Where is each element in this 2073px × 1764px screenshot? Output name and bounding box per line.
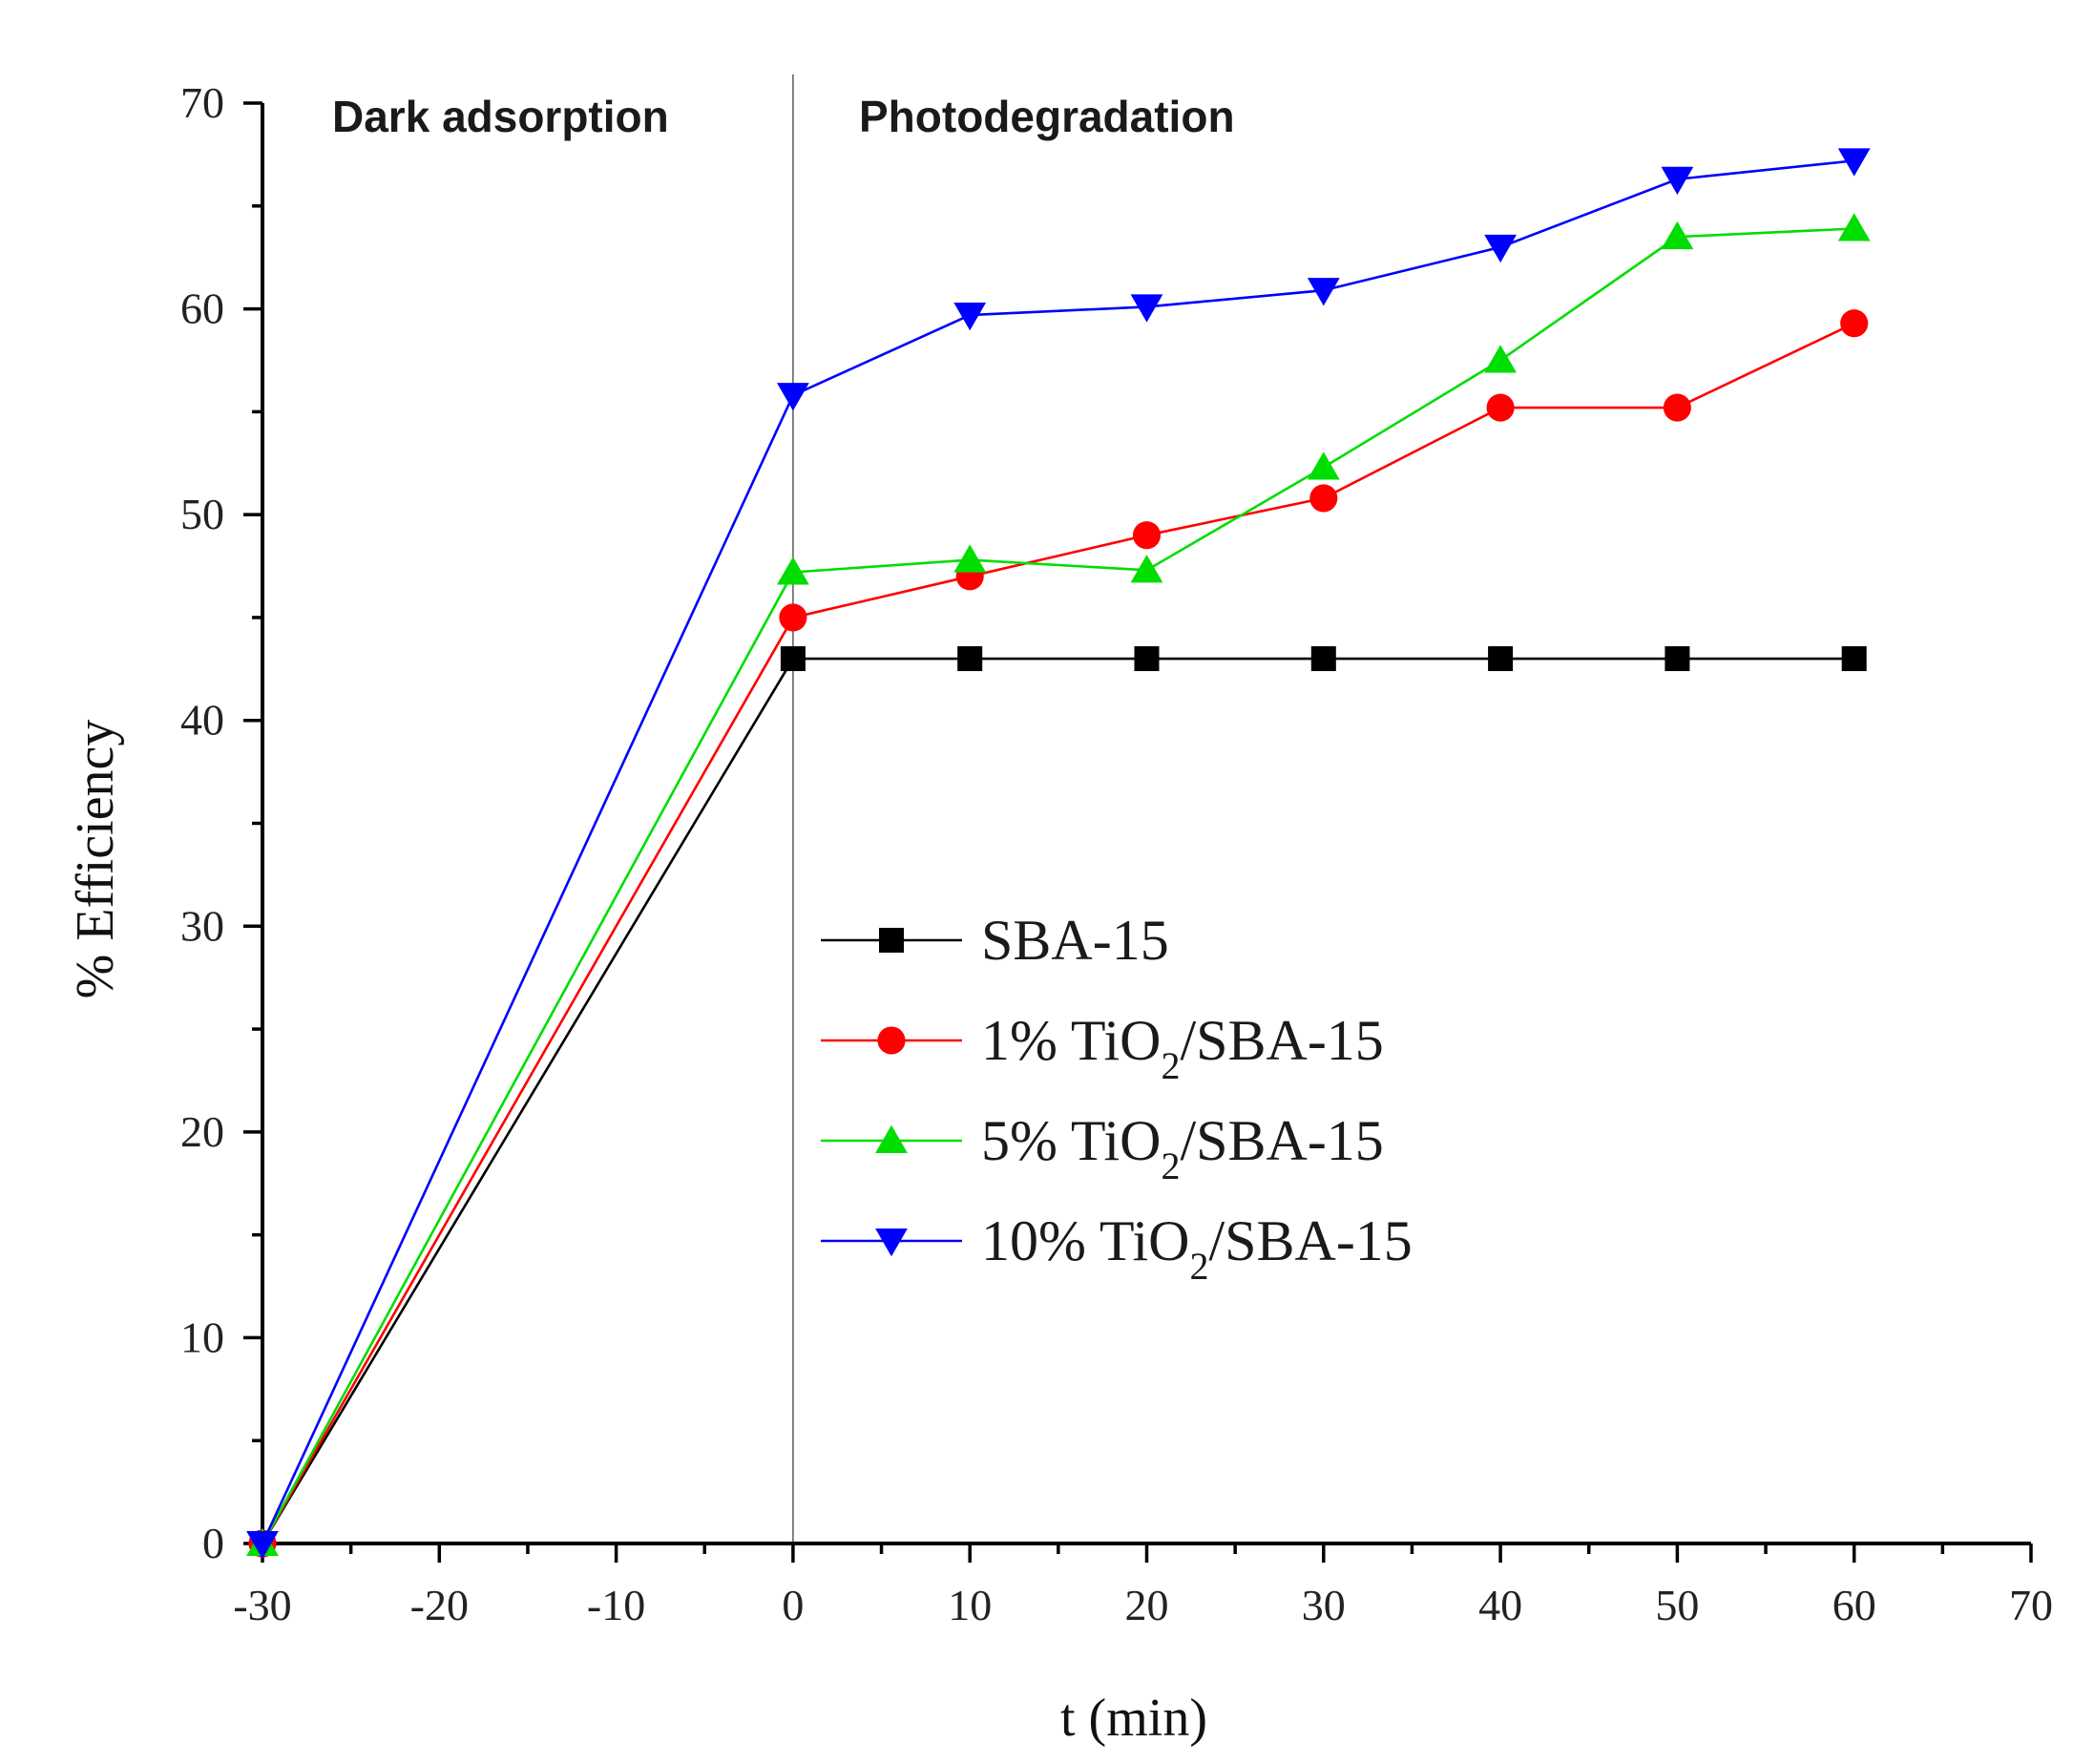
series-line [261, 227, 1854, 1544]
data-point [1661, 220, 1694, 250]
data-point [1837, 148, 1871, 177]
data-point [1840, 309, 1869, 338]
data-point [777, 556, 809, 585]
y-tick-label: 70 [180, 78, 224, 127]
y-tick-label: 20 [180, 1107, 224, 1156]
region-label-dark-adsorption: Dark adsorption [332, 92, 669, 141]
data-point [1132, 521, 1162, 550]
data-point [1134, 646, 1160, 672]
x-tick-label: -10 [587, 1581, 645, 1629]
data-point [1837, 213, 1871, 242]
data-point [1488, 646, 1514, 672]
legend-label: SBA-15 [981, 909, 1169, 972]
data-point [780, 646, 806, 672]
series-line [261, 322, 1855, 1544]
data-point [1486, 393, 1515, 422]
x-axis-title: t (min) [1060, 1689, 1207, 1748]
data-point [1665, 646, 1690, 672]
legend-marker [877, 1026, 906, 1055]
x-tick-label: 70 [2009, 1581, 2053, 1629]
x-tick-label: -20 [410, 1581, 469, 1629]
legend-item-1: SBA-15 [821, 909, 1169, 972]
y-tick-label: 50 [180, 490, 224, 538]
data-point [779, 603, 807, 632]
data-point [953, 303, 987, 331]
legend-marker [879, 928, 904, 953]
y-tick-label: 40 [180, 696, 224, 745]
data-point [1310, 646, 1336, 672]
y-tick-label: 30 [180, 901, 224, 950]
data-point [1307, 278, 1340, 306]
data-point [1130, 294, 1163, 323]
series-line [261, 657, 1854, 1544]
legend-label: 5% TiO2/SBA-15 [981, 1109, 1384, 1187]
x-tick-label: 60 [1832, 1581, 1876, 1629]
data-point [1841, 646, 1867, 672]
x-tick-label: 30 [1302, 1581, 1346, 1629]
y-axis-title: % Efficiency [66, 720, 125, 999]
data-point [1307, 452, 1340, 480]
x-tick-label: 0 [782, 1581, 804, 1629]
axes-layer: -30 -20 -10 0 10 20 30 40 50 60 70 0 10 20 30 40 50 60 70 [180, 78, 2053, 1629]
legend-item-3: 5% TiO2/SBA-15 [821, 1109, 1384, 1187]
x-tick-label: 40 [1478, 1581, 1522, 1629]
series-4 [246, 148, 1871, 1560]
data-point [1484, 345, 1517, 373]
data-point [957, 646, 983, 672]
data-point [1484, 234, 1517, 263]
legend-marker [875, 1124, 908, 1153]
legend-marker [875, 1228, 908, 1257]
legend: SBA-15 1% TiO2/SBA-15 5% TiO2/SBA-15 10% Ti… [821, 909, 1413, 1288]
region-label-photodegradation: Photodegradation [859, 92, 1235, 141]
data-point [1130, 555, 1163, 583]
x-tick-label: -30 [233, 1581, 291, 1629]
data-point [953, 544, 987, 573]
data-point [246, 1531, 279, 1560]
data-point [777, 383, 809, 411]
data-point [1309, 484, 1338, 513]
data-point [1661, 166, 1694, 196]
legend-item-4: 10% TiO2/SBA-15 [821, 1209, 1413, 1288]
x-tick-label: 10 [948, 1581, 992, 1629]
legend-item-2: 1% TiO2/SBA-15 [821, 1009, 1384, 1087]
legend-label: 1% TiO2/SBA-15 [981, 1009, 1384, 1087]
series-layer [246, 148, 1871, 1560]
data-point [1663, 393, 1691, 422]
x-tick-label: 20 [1125, 1581, 1169, 1629]
y-tick-label: 0 [202, 1519, 224, 1567]
legend-label: 10% TiO2/SBA-15 [981, 1209, 1413, 1288]
y-tick-label: 10 [180, 1312, 224, 1361]
x-tick-label: 50 [1655, 1581, 1699, 1629]
y-tick-label: 60 [180, 284, 224, 333]
series-line [261, 159, 1854, 1544]
